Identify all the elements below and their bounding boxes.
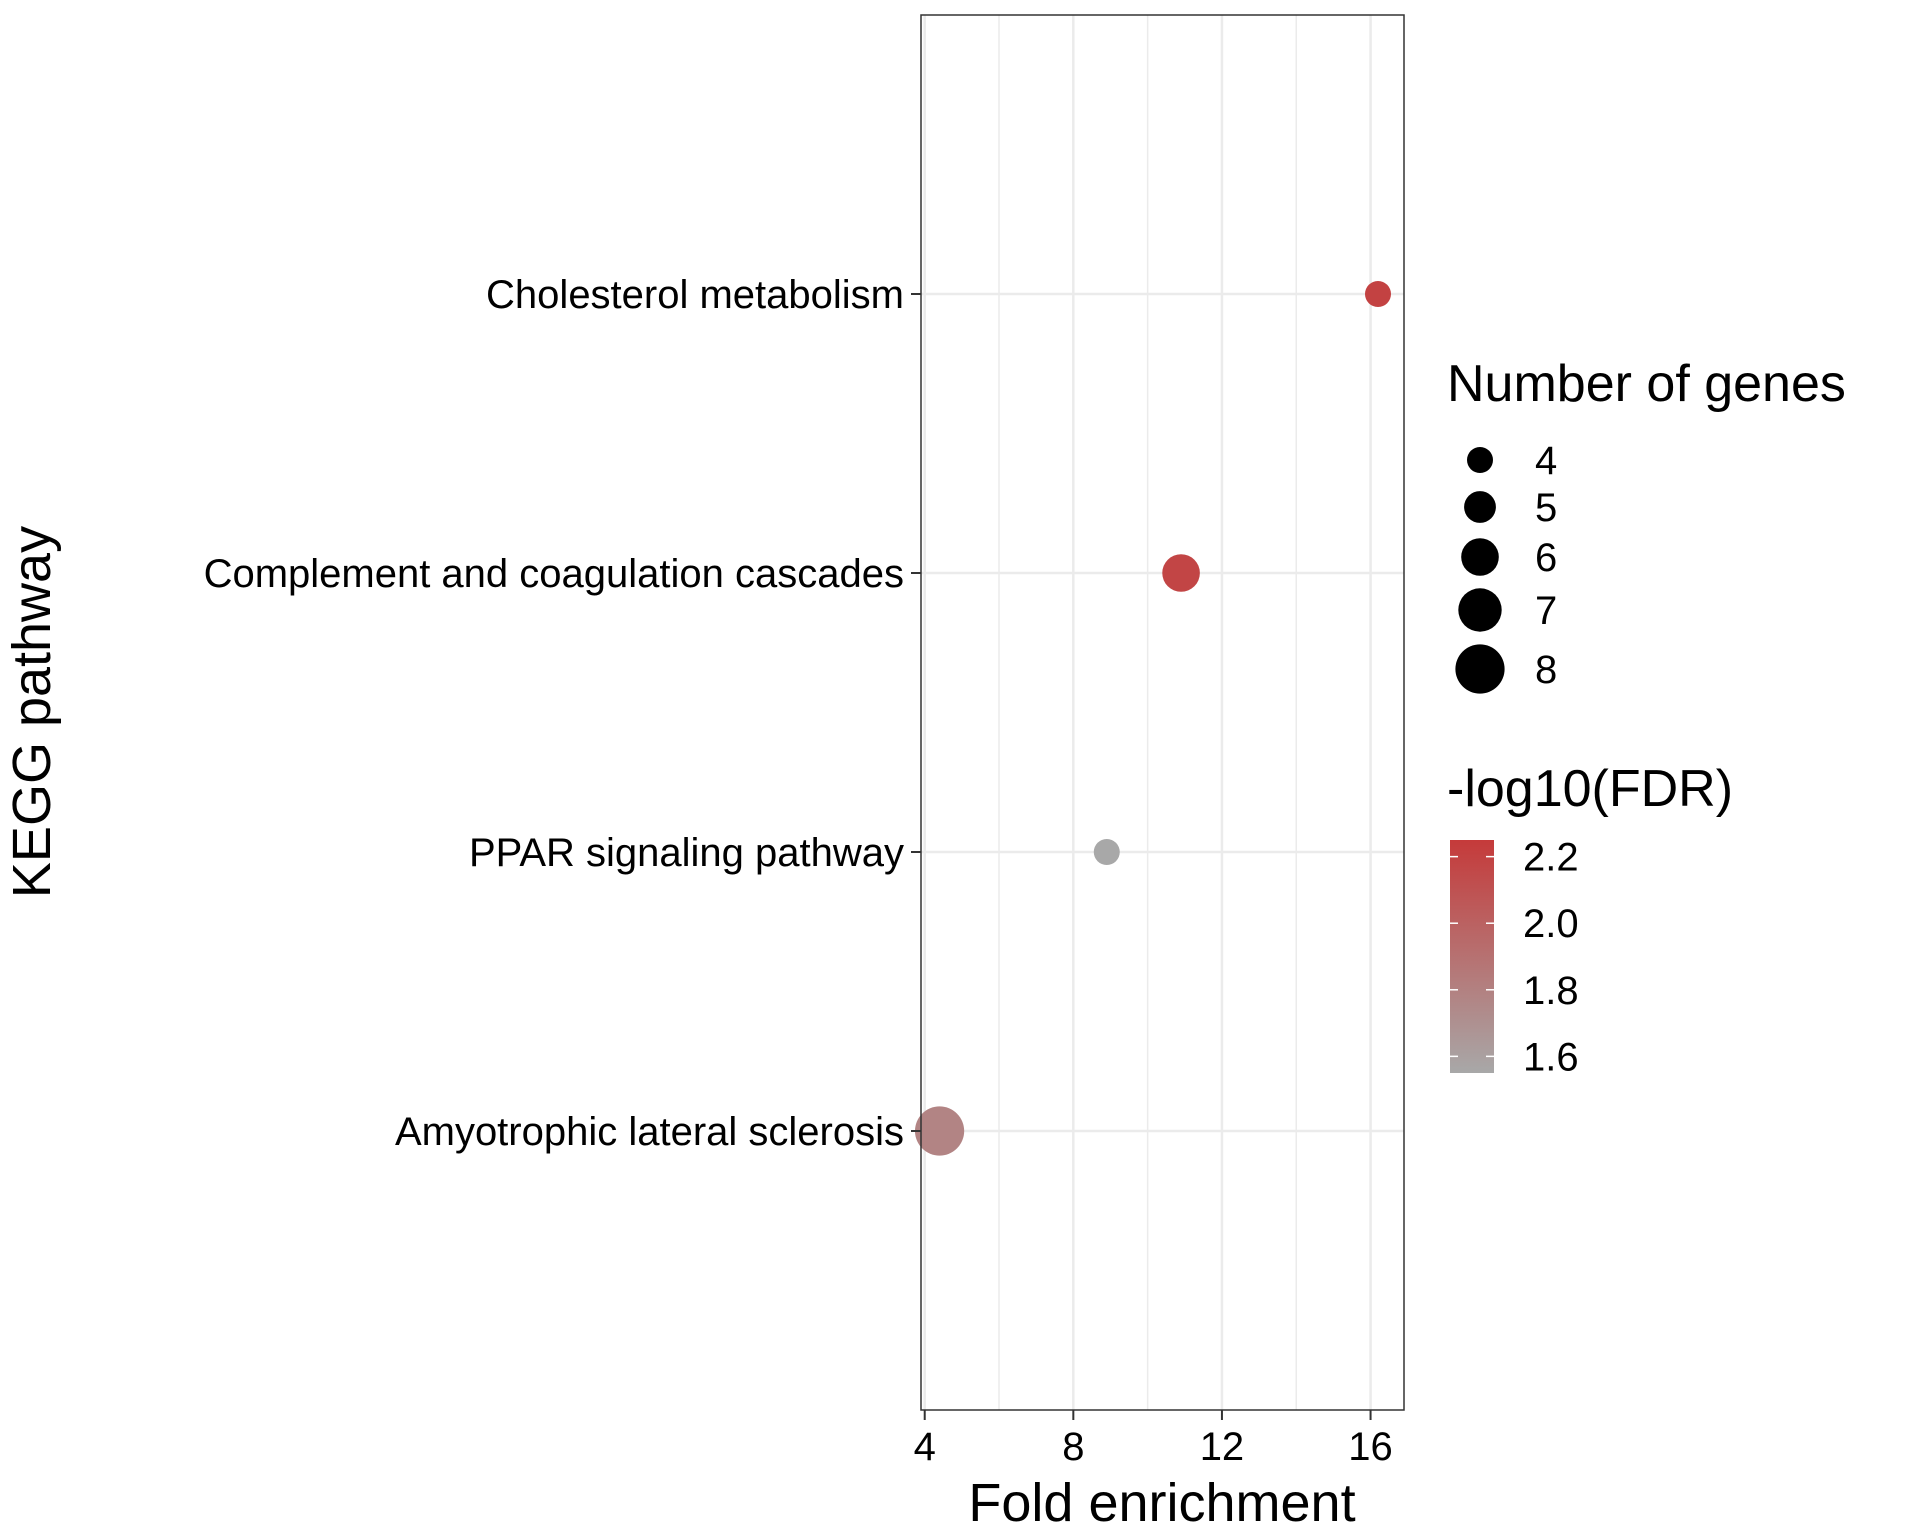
- x-tick-label: 12: [1200, 1425, 1245, 1469]
- data-point: [1162, 554, 1200, 592]
- y-axis-ticks: Cholesterol metabolism Complement and coa…: [204, 273, 921, 1154]
- x-tick-label: 16: [1348, 1425, 1393, 1469]
- size-legend-key: [1464, 491, 1496, 523]
- plot-panel: [921, 15, 1404, 1410]
- y-tick-label: Cholesterol metabolism: [486, 273, 904, 317]
- color-legend-label: 1.8: [1523, 969, 1579, 1013]
- color-legend-label: 1.6: [1523, 1035, 1579, 1079]
- size-legend: 45 6 7 8: [1455, 439, 1557, 694]
- color-legend-bar: [1450, 840, 1494, 1073]
- plot-border: [920, 14, 1405, 1411]
- size-legend-title: Number of genes: [1447, 355, 1846, 413]
- size-legend-label: 4: [1535, 439, 1557, 483]
- grid: [923, 15, 1372, 1410]
- size-legend-label: 7: [1535, 589, 1557, 633]
- x-tick-label: 4: [914, 1425, 936, 1469]
- color-legend-title: -log10(FDR): [1447, 760, 1733, 818]
- color-legend-label: 2.2: [1523, 836, 1579, 880]
- x-axis-title: Fold enrichment: [968, 1473, 1355, 1533]
- data-points: [914, 281, 1391, 1156]
- size-legend-label: 8: [1535, 648, 1557, 692]
- data-point: [1364, 281, 1391, 307]
- size-legend-key: [1458, 588, 1502, 632]
- color-legend-label: 2.0: [1523, 902, 1579, 946]
- y-axis-title: KEGG pathway: [2, 526, 62, 898]
- color-legend-ticks: 2.2 2.0 1.8 1.6: [1450, 836, 1579, 1079]
- y-tick-label: Complement and coagulation cascades: [204, 552, 904, 596]
- size-legend-label: 5: [1535, 486, 1557, 530]
- size-legend-key: [1461, 538, 1499, 576]
- x-axis-ticks: 4 8 12 16: [914, 1410, 1393, 1469]
- size-legend-label: 6: [1535, 536, 1557, 580]
- x-tick-label: 8: [1062, 1425, 1084, 1469]
- y-tick-label: Amyotrophic lateral sclerosis: [395, 1110, 904, 1154]
- size-legend-key: [1455, 644, 1505, 694]
- size-legend-key: [1467, 447, 1493, 473]
- y-tick-label: PPAR signaling pathway: [469, 831, 904, 875]
- data-point: [1093, 839, 1120, 865]
- data-point: [914, 1106, 965, 1156]
